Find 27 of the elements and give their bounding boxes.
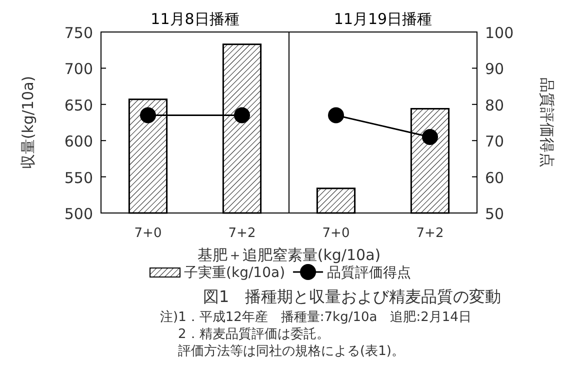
y2-tick-label: 50 xyxy=(485,205,504,223)
legend-label: 子実重(kg/10a) xyxy=(184,265,286,281)
caption: 図1 播種期と収量および精麦品質の変動 xyxy=(203,287,502,306)
chart-title: 11月8日播種 xyxy=(150,10,240,28)
y2-tick-label: 90 xyxy=(485,60,504,78)
chart-title: 11月19日播種 xyxy=(334,10,432,28)
y-tick-label: 550 xyxy=(64,168,93,187)
y-tick-label: 500 xyxy=(64,205,93,223)
y2-tick-label: 60 xyxy=(485,168,504,187)
x-axis-title: 基肥＋追肥窒素量(kg/10a) xyxy=(197,246,381,264)
x-tick-label: 7+2 xyxy=(416,226,444,241)
y-tick-label: 600 xyxy=(64,132,93,151)
y-tick-label: 750 xyxy=(64,24,93,42)
y-axis-title: 収量(kg/10a) xyxy=(19,76,37,170)
y2-tick-label: 80 xyxy=(485,96,504,114)
text: 評価方法等は同社の規格による(表1)。 xyxy=(178,343,404,359)
text: 2．精麦品質評価は委託。 xyxy=(178,327,330,342)
legend-label: 品質評価得点 xyxy=(327,265,412,281)
y2-tick-label: 70 xyxy=(485,132,504,151)
text: 注)1．平成12年産 播種量:7kg/10a 追肥:2月14日 xyxy=(160,309,472,325)
y2-axis-title: 品質評価得点 xyxy=(538,78,556,168)
y-tick-label: 700 xyxy=(64,60,93,78)
y2-tick-label: 100 xyxy=(485,24,514,42)
x-tick-label: 7+0 xyxy=(322,226,350,241)
x-tick-label: 7+0 xyxy=(134,226,162,241)
y-tick-label: 650 xyxy=(64,96,93,114)
x-tick-label: 7+2 xyxy=(228,226,256,241)
